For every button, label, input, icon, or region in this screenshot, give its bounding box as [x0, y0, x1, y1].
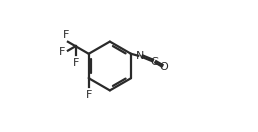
Text: F: F	[85, 90, 92, 100]
Text: O: O	[159, 62, 168, 72]
Text: F: F	[72, 58, 79, 68]
Text: F: F	[59, 47, 65, 57]
Text: N: N	[136, 51, 144, 61]
Text: F: F	[63, 30, 69, 40]
Text: C: C	[150, 57, 158, 67]
